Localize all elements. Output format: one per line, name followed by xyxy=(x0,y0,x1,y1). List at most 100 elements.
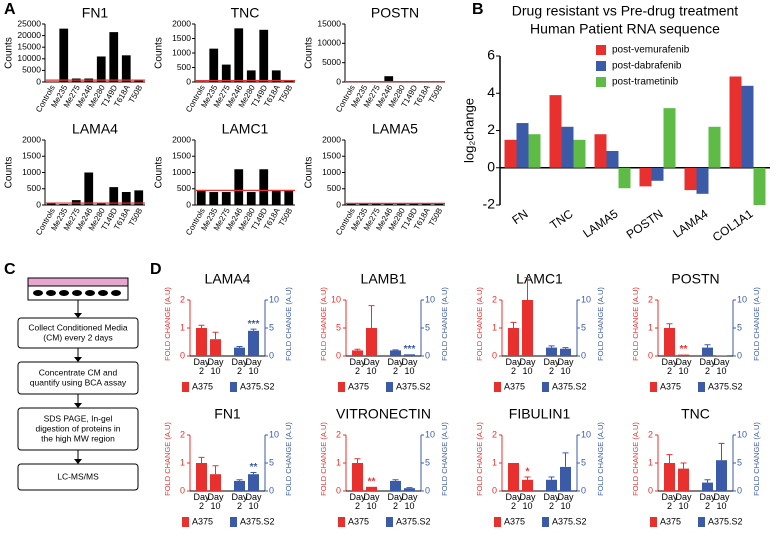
bar xyxy=(396,204,406,205)
x-tick-label: Day 2 xyxy=(505,357,522,376)
x-tick-label: POSTN xyxy=(624,207,666,242)
y-tick-label: 0 xyxy=(648,485,653,495)
step-text: SDS PAGE, In-gel xyxy=(44,413,113,423)
bar xyxy=(221,64,231,82)
step-text: Collect Conditioned Media xyxy=(28,322,127,332)
bar xyxy=(729,76,742,168)
bar xyxy=(246,70,256,82)
bar xyxy=(248,330,259,356)
arrow-head xyxy=(74,459,82,464)
x-tick-label: Day 2 xyxy=(193,357,210,376)
legend-label: A375 xyxy=(660,381,681,391)
y-tick-label: 500 xyxy=(27,183,41,193)
panel-label: C xyxy=(4,261,16,278)
bar xyxy=(210,339,221,356)
y2-axis-label: FOLD CHANGE (A.U) xyxy=(284,422,293,496)
bar xyxy=(664,328,675,356)
x-tick-label: Day 2 xyxy=(387,492,404,511)
x-tick-label: T50B xyxy=(127,207,144,228)
y-axis-label: Counts xyxy=(4,157,15,189)
bar xyxy=(246,192,256,205)
legend-swatch xyxy=(386,382,393,392)
y-tick-label: 0 xyxy=(492,485,497,495)
y2-tick-label: 0 xyxy=(581,350,586,360)
x-tick-label: Day 10 xyxy=(675,492,692,511)
bar xyxy=(284,190,294,205)
y2-axis-label: FOLD CHANGE (A.U) xyxy=(752,422,761,496)
y-tick-label: 1 xyxy=(492,322,497,332)
bar xyxy=(546,347,557,356)
bar xyxy=(196,463,207,491)
bar xyxy=(702,347,713,356)
x-tick-label: Day 10 xyxy=(519,357,536,376)
bar xyxy=(384,76,394,82)
x-tick-label: Day 2 xyxy=(349,357,366,376)
error-bar xyxy=(250,328,257,331)
bar xyxy=(528,134,541,168)
arrow-head xyxy=(74,357,82,362)
bar xyxy=(234,169,244,205)
y2-tick-label: 0 xyxy=(269,350,274,360)
chart-title: FN1 xyxy=(214,406,241,422)
y-tick-label: 1 xyxy=(336,457,341,467)
legend-swatch xyxy=(650,517,657,527)
legend-swatch xyxy=(596,45,606,55)
legend-label: A375.S2 xyxy=(552,381,587,391)
error-bar xyxy=(392,479,399,481)
y-tick-label: 0 xyxy=(492,350,497,360)
bar xyxy=(209,192,219,205)
chart-title: LAMA4 xyxy=(72,121,118,137)
y2-tick-label: 10 xyxy=(269,429,279,439)
bar xyxy=(284,80,294,82)
y-tick-label: 1500 xyxy=(172,33,191,43)
legend-swatch xyxy=(698,382,705,392)
legend-swatch xyxy=(182,382,189,392)
bar xyxy=(59,204,69,205)
y2-axis-label: FOLD CHANGE (A.U) xyxy=(440,422,449,496)
bar xyxy=(716,460,727,491)
error-bar xyxy=(236,345,243,348)
y2-tick-label: 0 xyxy=(269,485,274,495)
y-axis-label: Counts xyxy=(304,37,315,69)
step-text: digestion of proteins in xyxy=(35,423,120,433)
x-tick-label: Day 2 xyxy=(505,492,522,511)
panel-label: B xyxy=(472,1,484,18)
chart-title: POSTN xyxy=(671,271,719,287)
bar xyxy=(259,169,269,205)
y-tick-label: 25000 xyxy=(17,18,41,28)
bar xyxy=(359,204,369,205)
x-tick-label: Day 2 xyxy=(543,492,560,511)
legend-label: post-dabrafenib xyxy=(612,61,682,72)
y-tick-label: 0 xyxy=(186,199,191,209)
y-tick-label: 1500 xyxy=(172,151,191,161)
panel-label: D xyxy=(150,261,162,278)
bar xyxy=(549,95,562,168)
bar xyxy=(234,28,244,83)
bar xyxy=(504,139,517,168)
bar xyxy=(434,204,444,205)
legend-swatch xyxy=(338,382,345,392)
y-axis-label: Counts xyxy=(304,157,315,189)
y2-tick-label: 0 xyxy=(425,485,430,495)
y2-tick-label: 10 xyxy=(581,294,591,304)
bar xyxy=(96,56,106,82)
chart-title: LAMA4 xyxy=(205,271,251,287)
legend-swatch xyxy=(386,517,393,527)
y2-tick-label: 0 xyxy=(737,350,742,360)
x-tick-label: Day 10 xyxy=(401,492,418,511)
bar xyxy=(696,167,709,194)
x-tick-label: T50B xyxy=(427,84,444,105)
y-tick-label: 0 xyxy=(336,485,341,495)
y2-axis-label: FOLD CHANGE (A.U) xyxy=(440,287,449,361)
y-axis-label: Counts xyxy=(4,37,15,69)
bar xyxy=(271,70,281,82)
bar xyxy=(259,29,269,82)
y-tick-label: 0 xyxy=(180,350,185,360)
legend-label: A375.S2 xyxy=(396,516,431,526)
bar xyxy=(606,150,619,168)
step-text: (CM) every 2 days xyxy=(43,332,112,342)
significance: *** xyxy=(404,344,416,355)
x-tick-label: Day 10 xyxy=(713,492,730,511)
y-tick-label: 2 xyxy=(487,121,495,137)
bar xyxy=(741,85,754,168)
